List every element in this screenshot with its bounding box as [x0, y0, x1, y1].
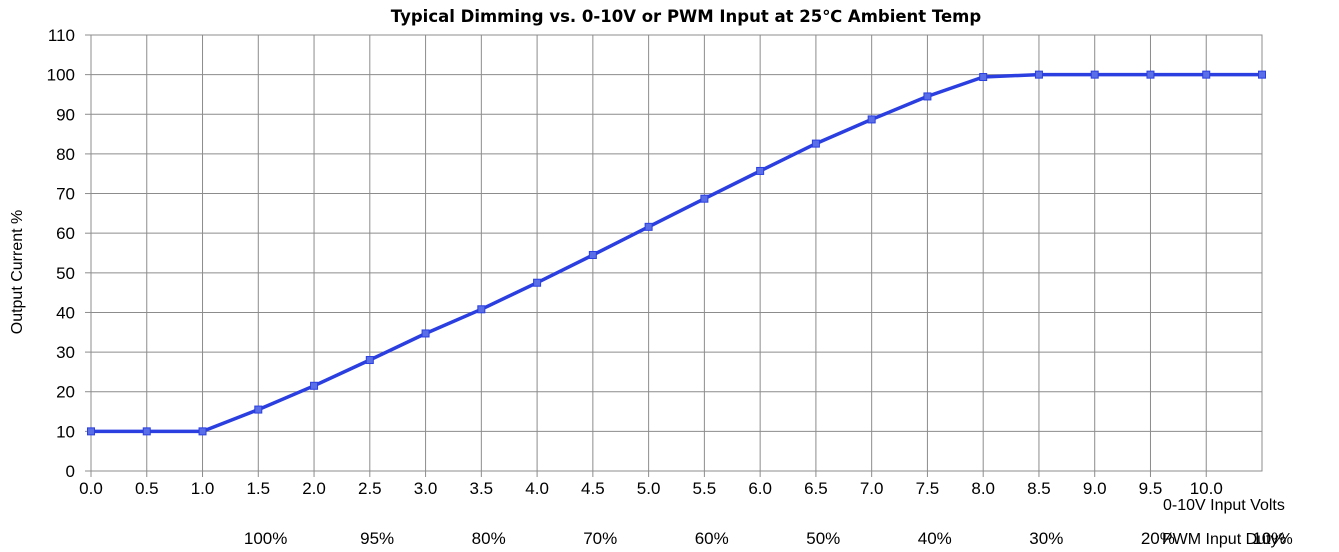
x-tick-label: 10.0 [1190, 479, 1223, 498]
data-point [588, 250, 597, 259]
data-point [1146, 70, 1155, 79]
data-point [1090, 70, 1099, 79]
data-point [979, 73, 988, 82]
y-tick-label: 90 [56, 105, 75, 124]
pwm-tick-label: 50% [806, 529, 840, 548]
data-point [923, 92, 932, 101]
x-tick-label: 5.0 [637, 479, 661, 498]
y-tick-label: 40 [56, 303, 75, 322]
data-point [310, 381, 319, 390]
plot-frame [90, 34, 1263, 472]
y-tick-label: 20 [56, 383, 75, 402]
pwm-tick-label: 20% [1141, 529, 1175, 548]
data-point [365, 356, 374, 365]
x-tick-label: 8.5 [1027, 479, 1051, 498]
x-tick-label: 4.0 [525, 479, 549, 498]
data-point [1202, 70, 1211, 79]
pwm-tick-label: 60% [695, 529, 729, 548]
x-tick-label: 2.5 [358, 479, 382, 498]
x-tick-label: 0.5 [135, 479, 159, 498]
pwm-tick-label: 10% [1252, 529, 1286, 548]
x-tick-label: 3.0 [414, 479, 438, 498]
x-tick-label: 9.5 [1139, 479, 1163, 498]
y-tick-label: 60 [56, 224, 75, 243]
y-tick-label: 100 [47, 66, 75, 85]
x-tick-label: 2.0 [302, 479, 326, 498]
data-point [477, 305, 486, 314]
x-tick-label: 5.5 [693, 479, 717, 498]
x-tick-label: 9.0 [1083, 479, 1107, 498]
series-line [91, 72, 1262, 434]
pwm-tick-label: 80% [472, 529, 506, 548]
x-tick-label: 1.5 [246, 479, 270, 498]
data-point [1034, 70, 1043, 79]
x-tick-label: 6.5 [804, 479, 828, 498]
data-point [198, 427, 207, 436]
data-point [867, 115, 876, 124]
pwm-tick-label: 30% [1029, 529, 1063, 548]
data-point [533, 278, 542, 287]
y-tick-label: 0 [66, 462, 75, 481]
data-point [700, 194, 709, 203]
data-point [811, 139, 820, 148]
y-tick-label: 10 [56, 422, 75, 441]
data-point [644, 222, 653, 231]
pwm-axis-ticks: 100%95%80%70%60%50%40%30%20%10%0% [244, 529, 1286, 548]
y-tick-label: 110 [48, 26, 75, 45]
x-tick-label: 7.5 [916, 479, 940, 498]
data-point [756, 166, 765, 175]
pwm-tick-label: 100% [244, 529, 287, 548]
data-point [421, 329, 430, 338]
data-point [87, 427, 95, 436]
x-tick-label: 3.5 [470, 479, 494, 498]
x-tick-label: 4.5 [581, 479, 605, 498]
x-tick-label: 0.0 [79, 479, 103, 498]
y-axis-label: Output Current % [9, 210, 26, 335]
y-tick-label: 50 [56, 264, 75, 283]
pwm-axis-label: PWM Input Duty% [1162, 531, 1293, 548]
pwm-tick-label: 70% [583, 529, 617, 548]
x-axis-label: 0-10V Input Volts [1163, 497, 1285, 514]
x-tick-label: 7.0 [860, 479, 884, 498]
y-tick-label: 30 [56, 343, 75, 362]
chart-title: Typical Dimming vs. 0-10V or PWM Input a… [391, 7, 982, 26]
x-axis-ticks: 0.0 0.5 1.0 1.5 2.0 2.5 3.0 3.5 4.0 4.5 5.0 5.5 6.0 6… [79, 479, 1223, 498]
data-point [254, 405, 263, 414]
series-layer [87, 70, 1266, 436]
y-tick-label: 70 [56, 185, 75, 204]
y-tick-label: 80 [56, 145, 75, 164]
data-point [142, 427, 151, 436]
pwm-tick-label: 40% [918, 529, 952, 548]
data-point [1258, 70, 1266, 79]
y-axis-ticks: 0 10 20 30 40 50 60 70 80 90 100 110 [47, 26, 75, 481]
x-tick-label: 6.0 [748, 479, 772, 498]
x-tick-label: 8.0 [971, 479, 995, 498]
x-tick-label: 1.0 [191, 479, 215, 498]
pwm-tick-label: 95% [360, 529, 394, 548]
